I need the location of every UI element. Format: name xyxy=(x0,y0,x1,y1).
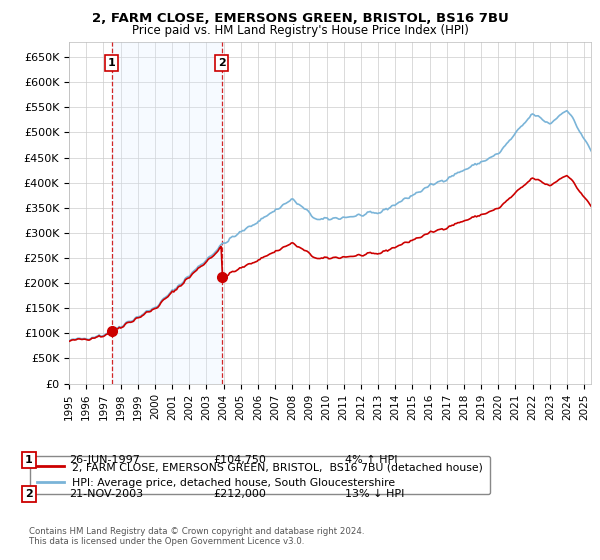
Text: 1: 1 xyxy=(25,455,32,465)
Text: 1: 1 xyxy=(108,58,116,68)
Text: Price paid vs. HM Land Registry's House Price Index (HPI): Price paid vs. HM Land Registry's House … xyxy=(131,24,469,37)
Legend: 2, FARM CLOSE, EMERSONS GREEN, BRISTOL,  BS16 7BU (detached house), HPI: Average: 2, FARM CLOSE, EMERSONS GREEN, BRISTOL, … xyxy=(30,456,490,494)
Text: £104,750: £104,750 xyxy=(213,455,266,465)
Text: £212,000: £212,000 xyxy=(213,489,266,499)
Text: 2: 2 xyxy=(218,58,226,68)
Text: 2, FARM CLOSE, EMERSONS GREEN, BRISTOL, BS16 7BU: 2, FARM CLOSE, EMERSONS GREEN, BRISTOL, … xyxy=(92,12,508,25)
Text: Contains HM Land Registry data © Crown copyright and database right 2024.
This d: Contains HM Land Registry data © Crown c… xyxy=(29,526,364,546)
Text: 2: 2 xyxy=(25,489,32,499)
Text: 21-NOV-2003: 21-NOV-2003 xyxy=(69,489,143,499)
Text: 26-JUN-1997: 26-JUN-1997 xyxy=(69,455,140,465)
Bar xyxy=(112,42,222,384)
Text: 13% ↓ HPI: 13% ↓ HPI xyxy=(345,489,404,499)
Text: 4% ↑ HPI: 4% ↑ HPI xyxy=(345,455,398,465)
